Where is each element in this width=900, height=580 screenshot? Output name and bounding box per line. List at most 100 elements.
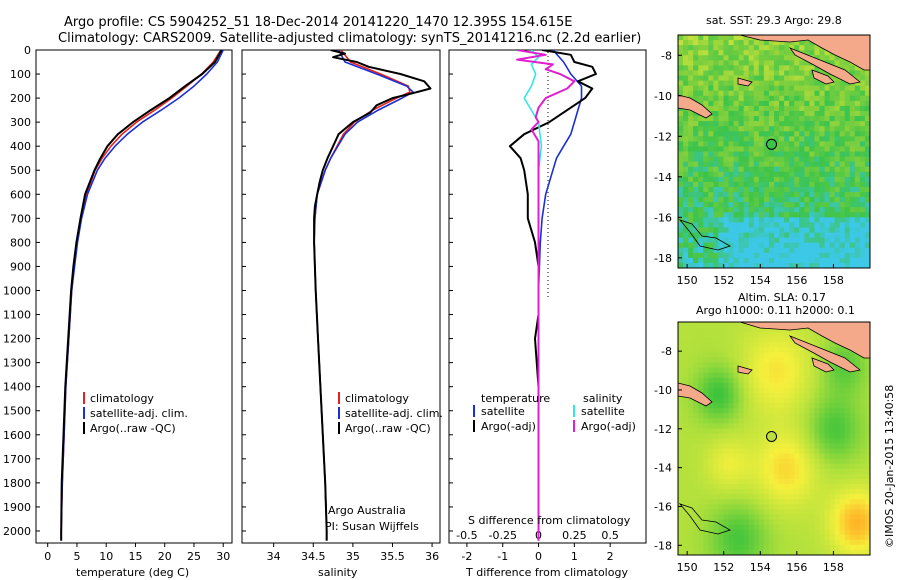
heatmap-cell xyxy=(693,257,699,264)
heatmap-cell xyxy=(834,227,841,233)
heatmap-cell xyxy=(693,337,699,343)
heatmap-cell xyxy=(723,141,729,147)
heatmap-cell xyxy=(799,387,805,394)
heatmap-cell xyxy=(854,514,861,520)
heatmap-cell xyxy=(728,192,734,198)
heatmap-cell xyxy=(718,392,724,399)
heatmap-cell xyxy=(693,45,699,51)
heatmap-cell xyxy=(779,176,785,183)
heatmap-cell xyxy=(738,252,745,259)
heatmap-cell xyxy=(824,217,830,223)
heatmap-cell xyxy=(683,352,689,358)
heatmap-cell xyxy=(844,392,851,399)
heatmap-cell xyxy=(693,484,699,490)
heatmap-cell xyxy=(784,186,790,193)
heatmap-cell xyxy=(859,433,866,439)
heatmap-cell xyxy=(708,85,714,92)
heatmap-cell xyxy=(849,397,856,404)
heatmap-cell xyxy=(834,121,841,127)
heatmap-cell xyxy=(698,443,704,450)
heatmap-cell xyxy=(779,156,785,163)
heatmap-cell xyxy=(854,75,861,81)
heatmap-cell xyxy=(854,529,861,536)
heatmap-cell xyxy=(758,171,765,178)
heatmap-cell xyxy=(799,423,805,429)
heatmap-cell xyxy=(743,372,750,379)
heatmap-cell xyxy=(713,448,719,455)
heatmap-cell xyxy=(678,484,684,490)
heatmap-cell xyxy=(728,418,734,424)
heatmap-cell xyxy=(743,458,750,465)
heatmap-cell xyxy=(799,372,805,379)
heatmap-cell xyxy=(809,105,815,112)
heatmap-cell xyxy=(728,121,734,127)
heatmap-cell xyxy=(738,332,745,338)
heatmap-cell xyxy=(864,227,870,233)
heatmap-cell xyxy=(753,105,760,112)
heatmap-cell xyxy=(839,453,846,460)
heatmap-cell xyxy=(763,438,770,444)
heatmap-cell xyxy=(703,494,709,500)
heatmap-cell xyxy=(804,70,810,76)
heatmap-cell xyxy=(814,186,820,193)
heatmap-cell xyxy=(784,161,790,168)
heatmap-cell xyxy=(738,377,745,384)
x-tick-label: 2 xyxy=(607,550,614,563)
heatmap-cell xyxy=(733,509,740,515)
heatmap-cell xyxy=(864,443,870,450)
heatmap-cell xyxy=(743,463,750,470)
heatmap-cell xyxy=(864,146,870,152)
heatmap-cell xyxy=(768,232,775,239)
heatmap-cell xyxy=(789,151,795,157)
heatmap-cell xyxy=(864,121,870,127)
heatmap-cell xyxy=(794,212,800,218)
heatmap-cell xyxy=(839,126,846,132)
heatmap-cell xyxy=(693,367,699,374)
heatmap-cell xyxy=(774,479,780,485)
heatmap-cell xyxy=(768,222,775,228)
heatmap-cell xyxy=(859,529,866,536)
legend-label-satellite: satellite-adj. clim. xyxy=(345,407,443,420)
heatmap-cell xyxy=(814,433,820,439)
heatmap-cell xyxy=(693,146,699,152)
heatmap-cell xyxy=(703,382,709,389)
heatmap-cell xyxy=(824,192,830,198)
heatmap-cell xyxy=(763,382,770,389)
heatmap-cell xyxy=(768,418,775,424)
heatmap-cell xyxy=(859,212,866,218)
heatmap-cell xyxy=(723,40,729,46)
heatmap-cell xyxy=(723,95,729,102)
heatmap-cell xyxy=(753,362,760,368)
heatmap-cell xyxy=(774,257,780,264)
heatmap-cell xyxy=(784,468,790,475)
heatmap-cell xyxy=(839,176,846,183)
heatmap-cell xyxy=(748,342,755,348)
heatmap-cell xyxy=(779,116,785,122)
heatmap-cell xyxy=(799,141,805,147)
heatmap-cell xyxy=(794,181,800,188)
heatmap-cell xyxy=(814,202,820,208)
heatmap-cell xyxy=(683,524,689,531)
heatmap-cell xyxy=(738,126,745,132)
heatmap-cell xyxy=(789,382,795,389)
heatmap-cell xyxy=(713,126,719,132)
heatmap-cell xyxy=(819,262,825,268)
heatmap-cell xyxy=(864,529,870,536)
heatmap-cell xyxy=(779,514,785,520)
heatmap-cell xyxy=(733,40,740,46)
heatmap-cell xyxy=(859,479,866,485)
heatmap-cell xyxy=(703,40,709,46)
heatmap-cell xyxy=(859,136,866,142)
heatmap-cell xyxy=(794,418,800,424)
heatmap-cell xyxy=(753,357,760,363)
heatmap-cell xyxy=(713,146,719,152)
heatmap-cell xyxy=(678,222,684,228)
heatmap-cell xyxy=(819,257,825,264)
heatmap-cell xyxy=(839,458,846,465)
heatmap-cell xyxy=(809,166,815,173)
heatmap-cell xyxy=(713,181,719,188)
heatmap-cell xyxy=(718,65,724,71)
heatmap-cell xyxy=(864,85,870,92)
heatmap-cell xyxy=(733,116,740,122)
heatmap-cell xyxy=(698,413,704,419)
